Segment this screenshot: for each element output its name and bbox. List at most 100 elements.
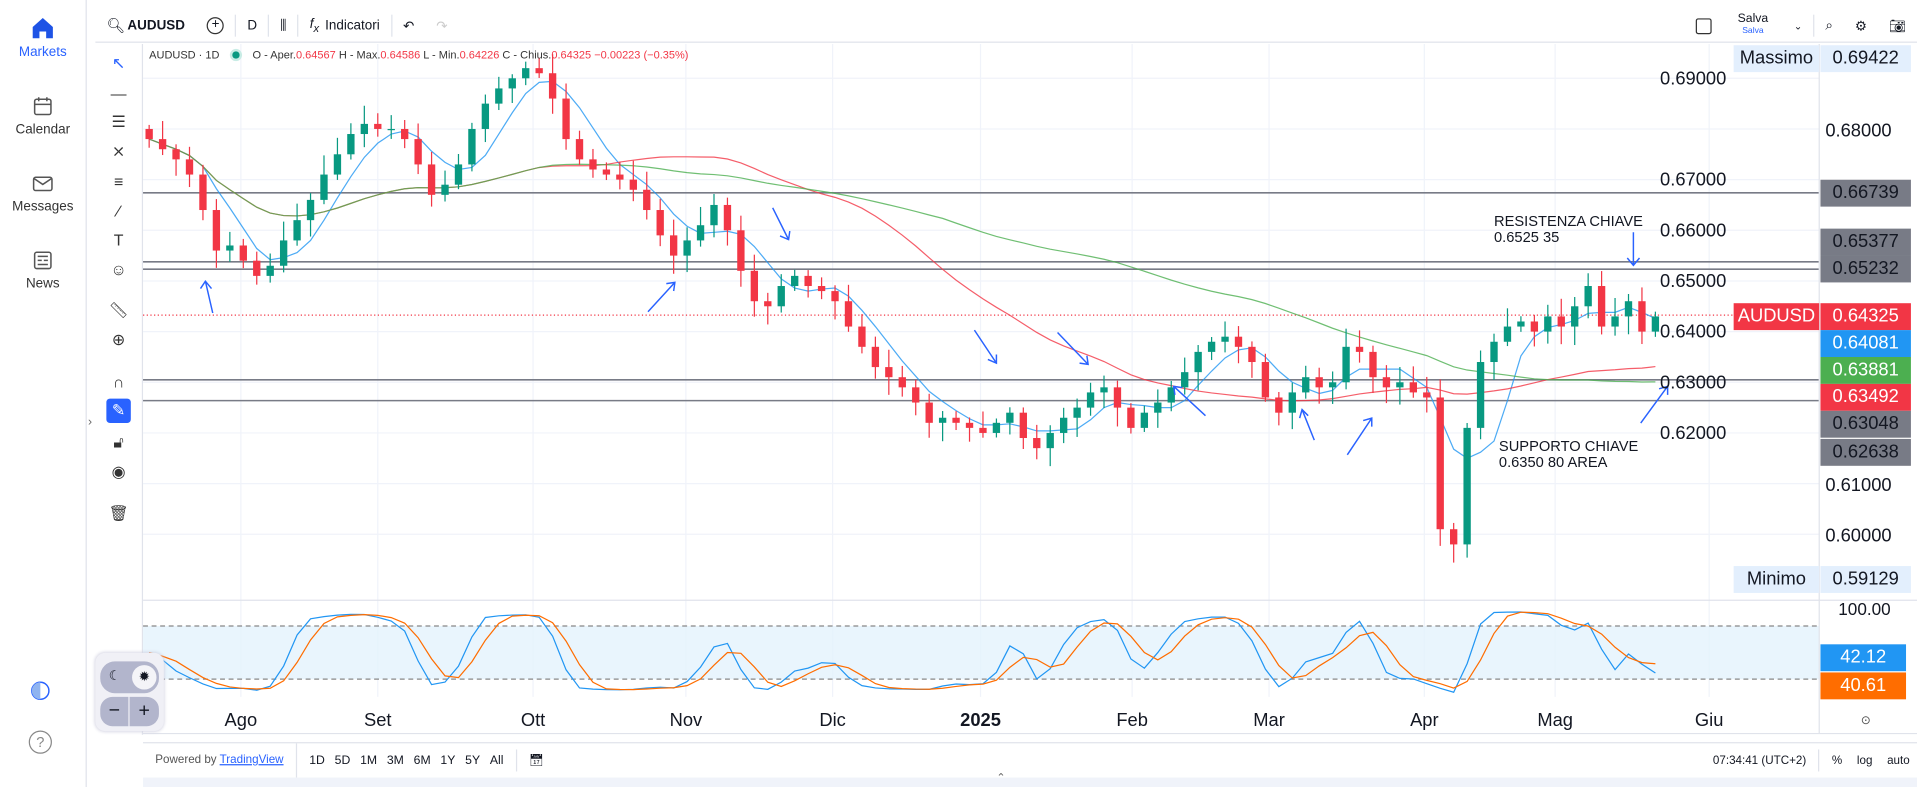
chart-type-button[interactable]: ⫼ <box>269 13 297 37</box>
lock-drawing-tool[interactable]: ✎ <box>106 398 131 424</box>
price-axis-label: 0.66000 <box>1660 219 1726 240</box>
fib-tool[interactable]: ☰ <box>106 110 130 134</box>
nav-markets[interactable]: Markets <box>0 15 86 60</box>
range-all[interactable]: All <box>489 753 504 768</box>
last-price-label: 0.64325 <box>1820 303 1911 331</box>
open-label: O - Aper. <box>252 48 296 62</box>
cursor-tool[interactable]: ↖ <box>106 51 130 75</box>
pattern-icon: ⨯ <box>111 141 126 161</box>
nav-news[interactable]: News <box>0 248 86 291</box>
projection-tool[interactable]: ≡ <box>106 169 130 193</box>
save-dropdown[interactable]: ⌄ <box>1783 13 1813 37</box>
candle-body <box>1423 392 1431 398</box>
candle-body <box>1275 397 1283 413</box>
ruler-tool[interactable]: 📏︎ <box>106 298 130 322</box>
theme-switch[interactable]: ☾ ✹ <box>100 661 159 694</box>
candle-body <box>912 387 920 403</box>
arrow-up <box>1640 385 1669 424</box>
tradingview-link[interactable]: TradingView <box>219 753 284 767</box>
candle-body <box>253 260 261 276</box>
lock-tool[interactable]: 🔓︎ <box>106 430 130 454</box>
save-button[interactable]: Salva Salva <box>1723 13 1783 37</box>
range-5d[interactable]: 5D <box>334 753 351 768</box>
zoom-tool[interactable]: ⊕ <box>106 328 130 352</box>
lines-icon: ☰ <box>111 112 126 131</box>
zoom-out-button[interactable]: − <box>100 696 129 727</box>
smiley-icon: ☺ <box>110 259 127 279</box>
hide-tool[interactable]: ◉ <box>106 460 130 484</box>
svg-text:?: ? <box>36 735 44 751</box>
interval-label: D <box>247 18 258 34</box>
auto-toggle[interactable]: auto <box>1887 753 1910 768</box>
indicators-button[interactable]: fx Indicatori <box>299 13 391 37</box>
candle <box>1530 314 1539 347</box>
collapse-toolbar-icon[interactable]: › <box>88 415 93 430</box>
candle <box>185 146 194 188</box>
help-icon[interactable]: ? <box>28 730 52 754</box>
layout-button[interactable] <box>1685 13 1723 37</box>
candle-body <box>844 301 853 327</box>
candle-body <box>185 159 194 175</box>
candle <box>737 215 745 287</box>
candle-body <box>522 68 530 79</box>
hline-label: 0.66739 <box>1820 179 1911 207</box>
magnet-tool[interactable]: ∩ <box>106 369 130 393</box>
candle-body <box>199 174 207 211</box>
candle <box>239 238 247 269</box>
range-1d[interactable]: 1D <box>309 753 325 768</box>
symbol-search[interactable]: 🔍︎ AUDUSD <box>95 13 196 37</box>
nav-messages[interactable]: Messages <box>0 171 86 214</box>
candle <box>965 417 974 442</box>
log-toggle[interactable]: log <box>1856 753 1873 768</box>
nav-calendar[interactable]: Calendar <box>0 94 86 137</box>
range-5y[interactable]: 5Y <box>465 753 481 768</box>
range-1m[interactable]: 1M <box>360 753 378 768</box>
date-range-icon[interactable]: 📅︎ <box>529 753 544 768</box>
candle <box>1557 298 1565 345</box>
axis-settings-icon[interactable]: ⊙ <box>1860 713 1872 728</box>
candle-body <box>656 210 664 236</box>
candle-body <box>1302 377 1310 393</box>
candle-body <box>1624 301 1633 317</box>
pattern-tool[interactable]: ⨯ <box>106 139 130 163</box>
candle-body <box>1207 341 1216 352</box>
min-label: Minimo <box>1733 566 1820 593</box>
clock[interactable]: 07:34:41 (UTC+2) <box>1712 753 1807 768</box>
candle <box>1503 308 1512 347</box>
annotation-line: 0.6525 35 <box>1494 228 1560 246</box>
time-axis-label: Ott <box>521 709 545 730</box>
nav-label: News <box>25 276 60 291</box>
candle-body <box>347 134 355 155</box>
quick-search-button[interactable]: ⌕ <box>1814 13 1844 37</box>
range-6m[interactable]: 6M <box>413 753 431 768</box>
ma-slow-label: 0.63881 <box>1820 356 1911 384</box>
annotation-line: RESISTENZA CHIAVE <box>1494 212 1643 230</box>
candle <box>1490 333 1498 380</box>
delete-tool[interactable]: 🗑︎ <box>106 501 130 525</box>
redo-button[interactable]: ↷ <box>425 13 458 37</box>
undo-button[interactable]: ↶ <box>392 13 425 37</box>
trendline-tool[interactable]: — <box>106 81 130 105</box>
candle-body <box>427 164 436 195</box>
theme-toggle-icon[interactable] <box>31 681 51 701</box>
zoom-in-button[interactable]: + <box>129 696 159 727</box>
snapshot-button[interactable]: 📷︎ <box>1878 13 1917 37</box>
percent-toggle[interactable]: % <box>1831 753 1843 768</box>
range-1y[interactable]: 1Y <box>440 753 456 768</box>
candle-body <box>401 128 409 140</box>
candle <box>616 161 624 190</box>
left-nav: Markets Calendar Messages News ? <box>0 0 87 787</box>
candle-body <box>602 169 611 175</box>
candle-body <box>454 164 463 185</box>
interval-button[interactable]: D <box>236 13 268 37</box>
emoji-tool[interactable]: ☺ <box>106 257 130 281</box>
chevron-up-icon[interactable]: ⌃ <box>996 771 1006 784</box>
text-tool[interactable]: T <box>106 227 130 251</box>
range-3m[interactable]: 3M <box>386 753 404 768</box>
brush-tool[interactable]: ∕ <box>106 198 130 222</box>
settings-button[interactable]: ⚙ <box>1844 13 1878 37</box>
compare-button[interactable]: + <box>196 13 235 37</box>
candle <box>1302 365 1310 399</box>
candle-body <box>1651 316 1660 332</box>
